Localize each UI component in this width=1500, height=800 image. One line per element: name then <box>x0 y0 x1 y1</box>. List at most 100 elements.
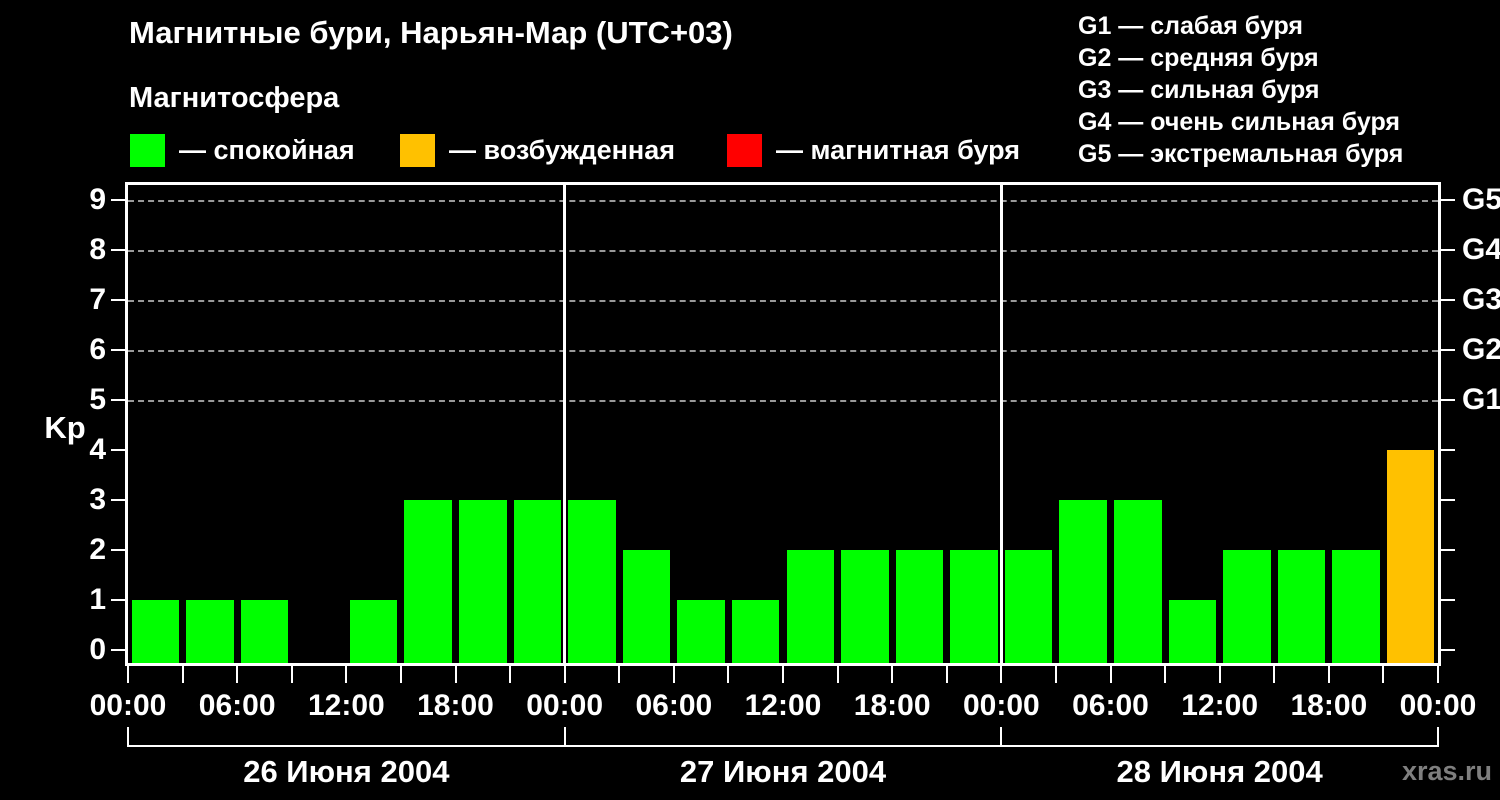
kp-bar-day1-slot6 <box>404 500 452 663</box>
x-tick <box>945 666 948 683</box>
plot-area <box>125 182 1441 666</box>
y-tick-label-9: 9 <box>89 183 106 216</box>
grid-line-kp6 <box>128 350 1438 352</box>
x-tick-label-1: 06:00 <box>198 689 276 722</box>
date-label-day3: 28 Июня 2004 <box>1116 754 1323 789</box>
kp-bar-day1-slot1 <box>131 600 180 663</box>
y-tick-label-5: 5 <box>89 383 106 416</box>
y-tick-2 <box>111 549 125 551</box>
x-tick <box>782 666 784 683</box>
y-tick-4 <box>111 449 125 451</box>
date-bracket-tick <box>127 727 129 747</box>
x-tick <box>509 666 512 683</box>
kp-bar-day2-slot7 <box>895 550 944 663</box>
x-tick <box>290 666 293 683</box>
y-tick-5 <box>111 399 125 401</box>
x-tick <box>618 666 621 683</box>
g-level-label-g3: G3 <box>1462 283 1500 316</box>
kp-bar-day3-slot8 <box>1386 450 1435 663</box>
storm-scale-item-g1: G1 — слабая буря <box>1078 12 1304 40</box>
legend-swatch-excited <box>400 133 435 167</box>
y-tick-9 <box>111 199 125 201</box>
x-tick <box>127 666 129 683</box>
kp-bar-day3-slot5 <box>1223 550 1271 663</box>
right-tick-6 <box>1441 349 1455 351</box>
x-tick <box>1164 666 1167 683</box>
x-tick-label-0: 00:00 <box>89 689 167 722</box>
legend-label-excited: — возбужденная <box>449 134 675 165</box>
x-tick <box>399 666 402 683</box>
storm-scale-item-g2: G2 — средняя буря <box>1078 44 1319 72</box>
y-tick-label-3: 3 <box>89 483 106 516</box>
y-tick-label-7: 7 <box>89 283 106 316</box>
storm-scale-item-g5: G5 — экстремальная буря <box>1078 140 1404 168</box>
x-tick-label-4: 00:00 <box>526 689 604 722</box>
x-tick <box>454 666 457 683</box>
legend-item-storm: — магнитная буря <box>727 133 1020 167</box>
x-tick-label-7: 18:00 <box>853 689 931 722</box>
x-tick <box>727 666 730 683</box>
x-tick-label-2: 12:00 <box>307 689 385 722</box>
x-tick <box>1437 666 1439 683</box>
right-tick-1 <box>1441 599 1455 601</box>
x-tick-label-3: 18:00 <box>417 689 494 722</box>
x-tick <box>1273 666 1276 683</box>
watermark: xras.ru <box>1401 756 1492 786</box>
x-tick <box>672 666 675 683</box>
right-tick-0 <box>1441 649 1455 651</box>
grid-line-kp9 <box>128 200 1438 202</box>
x-tick <box>345 666 348 683</box>
date-bracket-tick <box>563 727 566 747</box>
x-tick-label-10: 12:00 <box>1181 689 1259 722</box>
legend-label-quiet: — спокойная <box>179 134 355 165</box>
y-tick-label-6: 6 <box>89 333 106 366</box>
date-bracket <box>128 745 1438 747</box>
x-tick-label-9: 06:00 <box>1072 689 1149 722</box>
right-tick-3 <box>1441 499 1455 501</box>
legend-swatch-storm <box>727 133 762 167</box>
x-tick <box>1218 666 1221 683</box>
kp-bar-day2-slot6 <box>841 550 889 663</box>
x-tick-label-5: 06:00 <box>635 689 713 722</box>
x-tick-label-8: 00:00 <box>962 689 1040 722</box>
kp-bar-day3-slot6 <box>1277 550 1326 663</box>
x-tick <box>236 666 239 683</box>
g-level-label-g2: G2 <box>1462 333 1500 366</box>
kp-bar-day2-slot2 <box>622 550 671 663</box>
right-tick-9 <box>1441 199 1455 201</box>
storm-scale-legend: G1 — слабая буря G2 — средняя буря G3 — си… <box>1078 10 1403 170</box>
y-tick-label-1: 1 <box>89 583 106 616</box>
kp-bar-day2-slot5 <box>786 550 835 663</box>
x-tick <box>181 666 184 683</box>
chart-subtitle: Магнитосфера <box>129 82 340 114</box>
grid-line-kp8 <box>128 250 1438 252</box>
kp-bar-day2-slot8 <box>950 550 998 663</box>
kp-bar-day1-slot7 <box>459 500 507 663</box>
x-tick-label-12: 00:00 <box>1399 689 1477 722</box>
x-tick-label-6: 12:00 <box>744 689 822 722</box>
y-tick-label-2: 2 <box>89 533 106 566</box>
kp-bar-day3-slot2 <box>1059 500 1107 663</box>
kp-bar-day2-slot1 <box>568 500 616 663</box>
x-tick <box>891 666 894 683</box>
y-tick-1 <box>111 599 125 601</box>
y-tick-label-8: 8 <box>89 233 106 266</box>
day-divider <box>563 185 567 663</box>
kp-bar-day1-slot2 <box>186 600 234 663</box>
legend-item-excited: — возбужденная <box>400 133 675 167</box>
date-bracket-tick <box>1437 727 1439 747</box>
kp-bar-day3-slot3 <box>1114 500 1162 663</box>
legend-swatch-quiet <box>130 133 165 167</box>
kp-bar-day1-slot5 <box>349 600 398 663</box>
x-tick <box>836 666 839 683</box>
x-tick-label-11: 18:00 <box>1290 689 1368 722</box>
x-tick <box>1382 666 1385 683</box>
kp-bar-day2-slot3 <box>677 600 725 663</box>
date-label-day1: 26 Июня 2004 <box>243 754 450 789</box>
right-tick-8 <box>1441 249 1455 251</box>
y-tick-8 <box>111 249 125 251</box>
grid-line-kp7 <box>128 300 1438 302</box>
x-tick <box>1054 666 1057 683</box>
x-tick <box>1327 666 1330 683</box>
